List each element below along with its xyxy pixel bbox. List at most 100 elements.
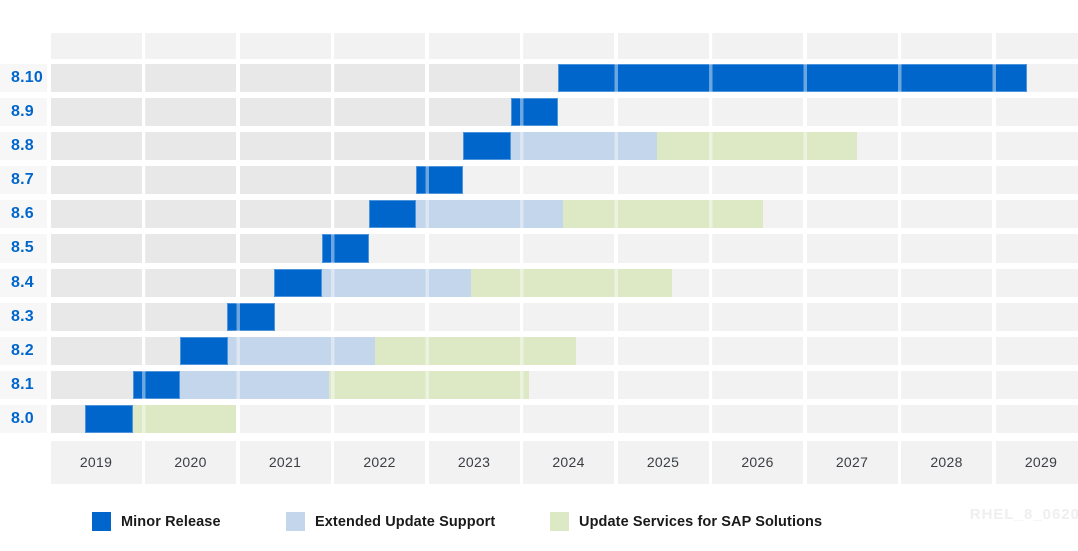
grid-cell-spacer bbox=[995, 33, 1078, 59]
x-axis-year-block: 2025 bbox=[617, 440, 709, 484]
x-axis-year-label: 2023 bbox=[457, 454, 491, 471]
grid-cell bbox=[428, 234, 520, 263]
grid-cell bbox=[239, 131, 331, 161]
row-label-band bbox=[0, 371, 47, 400]
gantt-bar-eus bbox=[321, 268, 471, 297]
grid-cell bbox=[428, 97, 520, 126]
gantt-bar-minor bbox=[463, 131, 511, 161]
grid-cell bbox=[995, 166, 1078, 195]
grid-cell bbox=[712, 166, 803, 195]
x-axis-year-label: 2024 bbox=[552, 454, 585, 471]
x-axis-year-block: 2029 bbox=[995, 440, 1078, 484]
legend-swatch-sap bbox=[550, 512, 569, 531]
grid-cell bbox=[995, 234, 1078, 263]
grid-cell bbox=[995, 405, 1078, 434]
legend-label: Update Services for SAP Solutions bbox=[579, 513, 823, 530]
legend-item-minor: Minor Release bbox=[92, 512, 221, 531]
gantt-bar-eus bbox=[228, 336, 375, 366]
grid-cell bbox=[145, 166, 236, 195]
watermark-label: RHEL_8_0620 bbox=[969, 506, 1078, 523]
row-label-band bbox=[0, 234, 47, 263]
gantt-bar-minor bbox=[179, 336, 229, 366]
grid-cell bbox=[712, 405, 803, 434]
row-label-band bbox=[0, 336, 47, 366]
x-axis-year-label: 2027 bbox=[835, 454, 869, 471]
grid-cell-spacer bbox=[901, 33, 992, 59]
grid-cell bbox=[901, 302, 992, 331]
grid-cell bbox=[806, 97, 898, 126]
grid-cell bbox=[239, 97, 331, 126]
row-label: 8.0 bbox=[11, 410, 34, 428]
gantt-bar-minor bbox=[368, 200, 417, 229]
grid-cell bbox=[145, 200, 236, 229]
grid-cell bbox=[334, 63, 425, 92]
row-label: 8.9 bbox=[11, 102, 34, 120]
row-label: 8.6 bbox=[11, 205, 34, 223]
grid-cell bbox=[617, 371, 709, 400]
grid-cell bbox=[712, 234, 803, 263]
row-label: 8.8 bbox=[11, 136, 34, 154]
grid-cell bbox=[617, 302, 709, 331]
grid-cell-spacer bbox=[334, 33, 425, 59]
grid-cell bbox=[617, 405, 709, 434]
grid-cell bbox=[239, 63, 331, 92]
grid-cell bbox=[239, 405, 331, 434]
x-axis-year-label: 2020 bbox=[174, 454, 207, 471]
grid-cell-spacer bbox=[50, 33, 142, 59]
grid-cell bbox=[239, 200, 331, 229]
legend-item-eus: Extended Update Support bbox=[286, 512, 495, 531]
grid-cell bbox=[617, 97, 709, 126]
grid-cell-spacer bbox=[617, 33, 709, 59]
grid-cell bbox=[901, 97, 992, 126]
gantt-bar-minor bbox=[227, 302, 276, 331]
grid-cell bbox=[145, 234, 236, 263]
row-label-band bbox=[0, 63, 47, 92]
grid-cell bbox=[995, 336, 1078, 366]
grid-cell bbox=[901, 336, 992, 366]
gantt-bar-sap bbox=[657, 131, 857, 161]
legend-item-sap: Update Services for SAP Solutions bbox=[550, 512, 822, 531]
gantt-bar-minor bbox=[510, 97, 558, 126]
grid-cell bbox=[50, 97, 142, 126]
gantt-bar-minor bbox=[274, 268, 322, 297]
grid-cell bbox=[712, 371, 803, 400]
row-label: 8.7 bbox=[11, 171, 34, 188]
row-label: 8.10 bbox=[11, 68, 43, 86]
grid-cell bbox=[995, 302, 1078, 331]
grid-cell bbox=[901, 166, 992, 195]
gantt-bar-sap bbox=[562, 200, 764, 229]
grid-cell bbox=[523, 166, 614, 195]
gantt-bar-minor bbox=[416, 166, 464, 195]
gantt-bar-minor bbox=[85, 405, 133, 434]
x-axis-year-label: 2029 bbox=[1024, 454, 1058, 471]
grid-cell bbox=[712, 97, 803, 126]
grid-cell bbox=[334, 405, 425, 434]
legend-swatch-minor bbox=[92, 512, 111, 531]
row-label: 8.2 bbox=[11, 341, 34, 359]
gantt-bar-sap bbox=[132, 405, 236, 434]
x-axis-year-block: 2022 bbox=[334, 440, 425, 484]
grid-cell bbox=[334, 131, 425, 161]
x-axis-year-label: 2025 bbox=[646, 454, 680, 471]
grid-cell bbox=[428, 302, 520, 331]
grid-cell bbox=[806, 371, 898, 400]
grid-cell bbox=[806, 200, 898, 229]
grid-cell bbox=[145, 63, 236, 92]
grid-cell bbox=[50, 302, 142, 331]
grid-cell bbox=[995, 97, 1078, 126]
x-axis-year-label: 2019 bbox=[79, 454, 113, 471]
grid-cell bbox=[334, 166, 425, 195]
grid-cell bbox=[50, 234, 142, 263]
x-axis-year-label: 2026 bbox=[741, 454, 774, 471]
row-label: 8.4 bbox=[11, 273, 34, 291]
grid-cell bbox=[50, 336, 142, 366]
grid-cell bbox=[617, 166, 709, 195]
legend-label: Extended Update Support bbox=[315, 513, 496, 530]
grid-cell bbox=[995, 131, 1078, 161]
grid-cell bbox=[712, 302, 803, 331]
x-axis-year-block: 2026 bbox=[712, 440, 803, 484]
grid-cell bbox=[901, 200, 992, 229]
row-label: 8.5 bbox=[11, 239, 34, 257]
x-axis-year-block: 2027 bbox=[806, 440, 898, 484]
